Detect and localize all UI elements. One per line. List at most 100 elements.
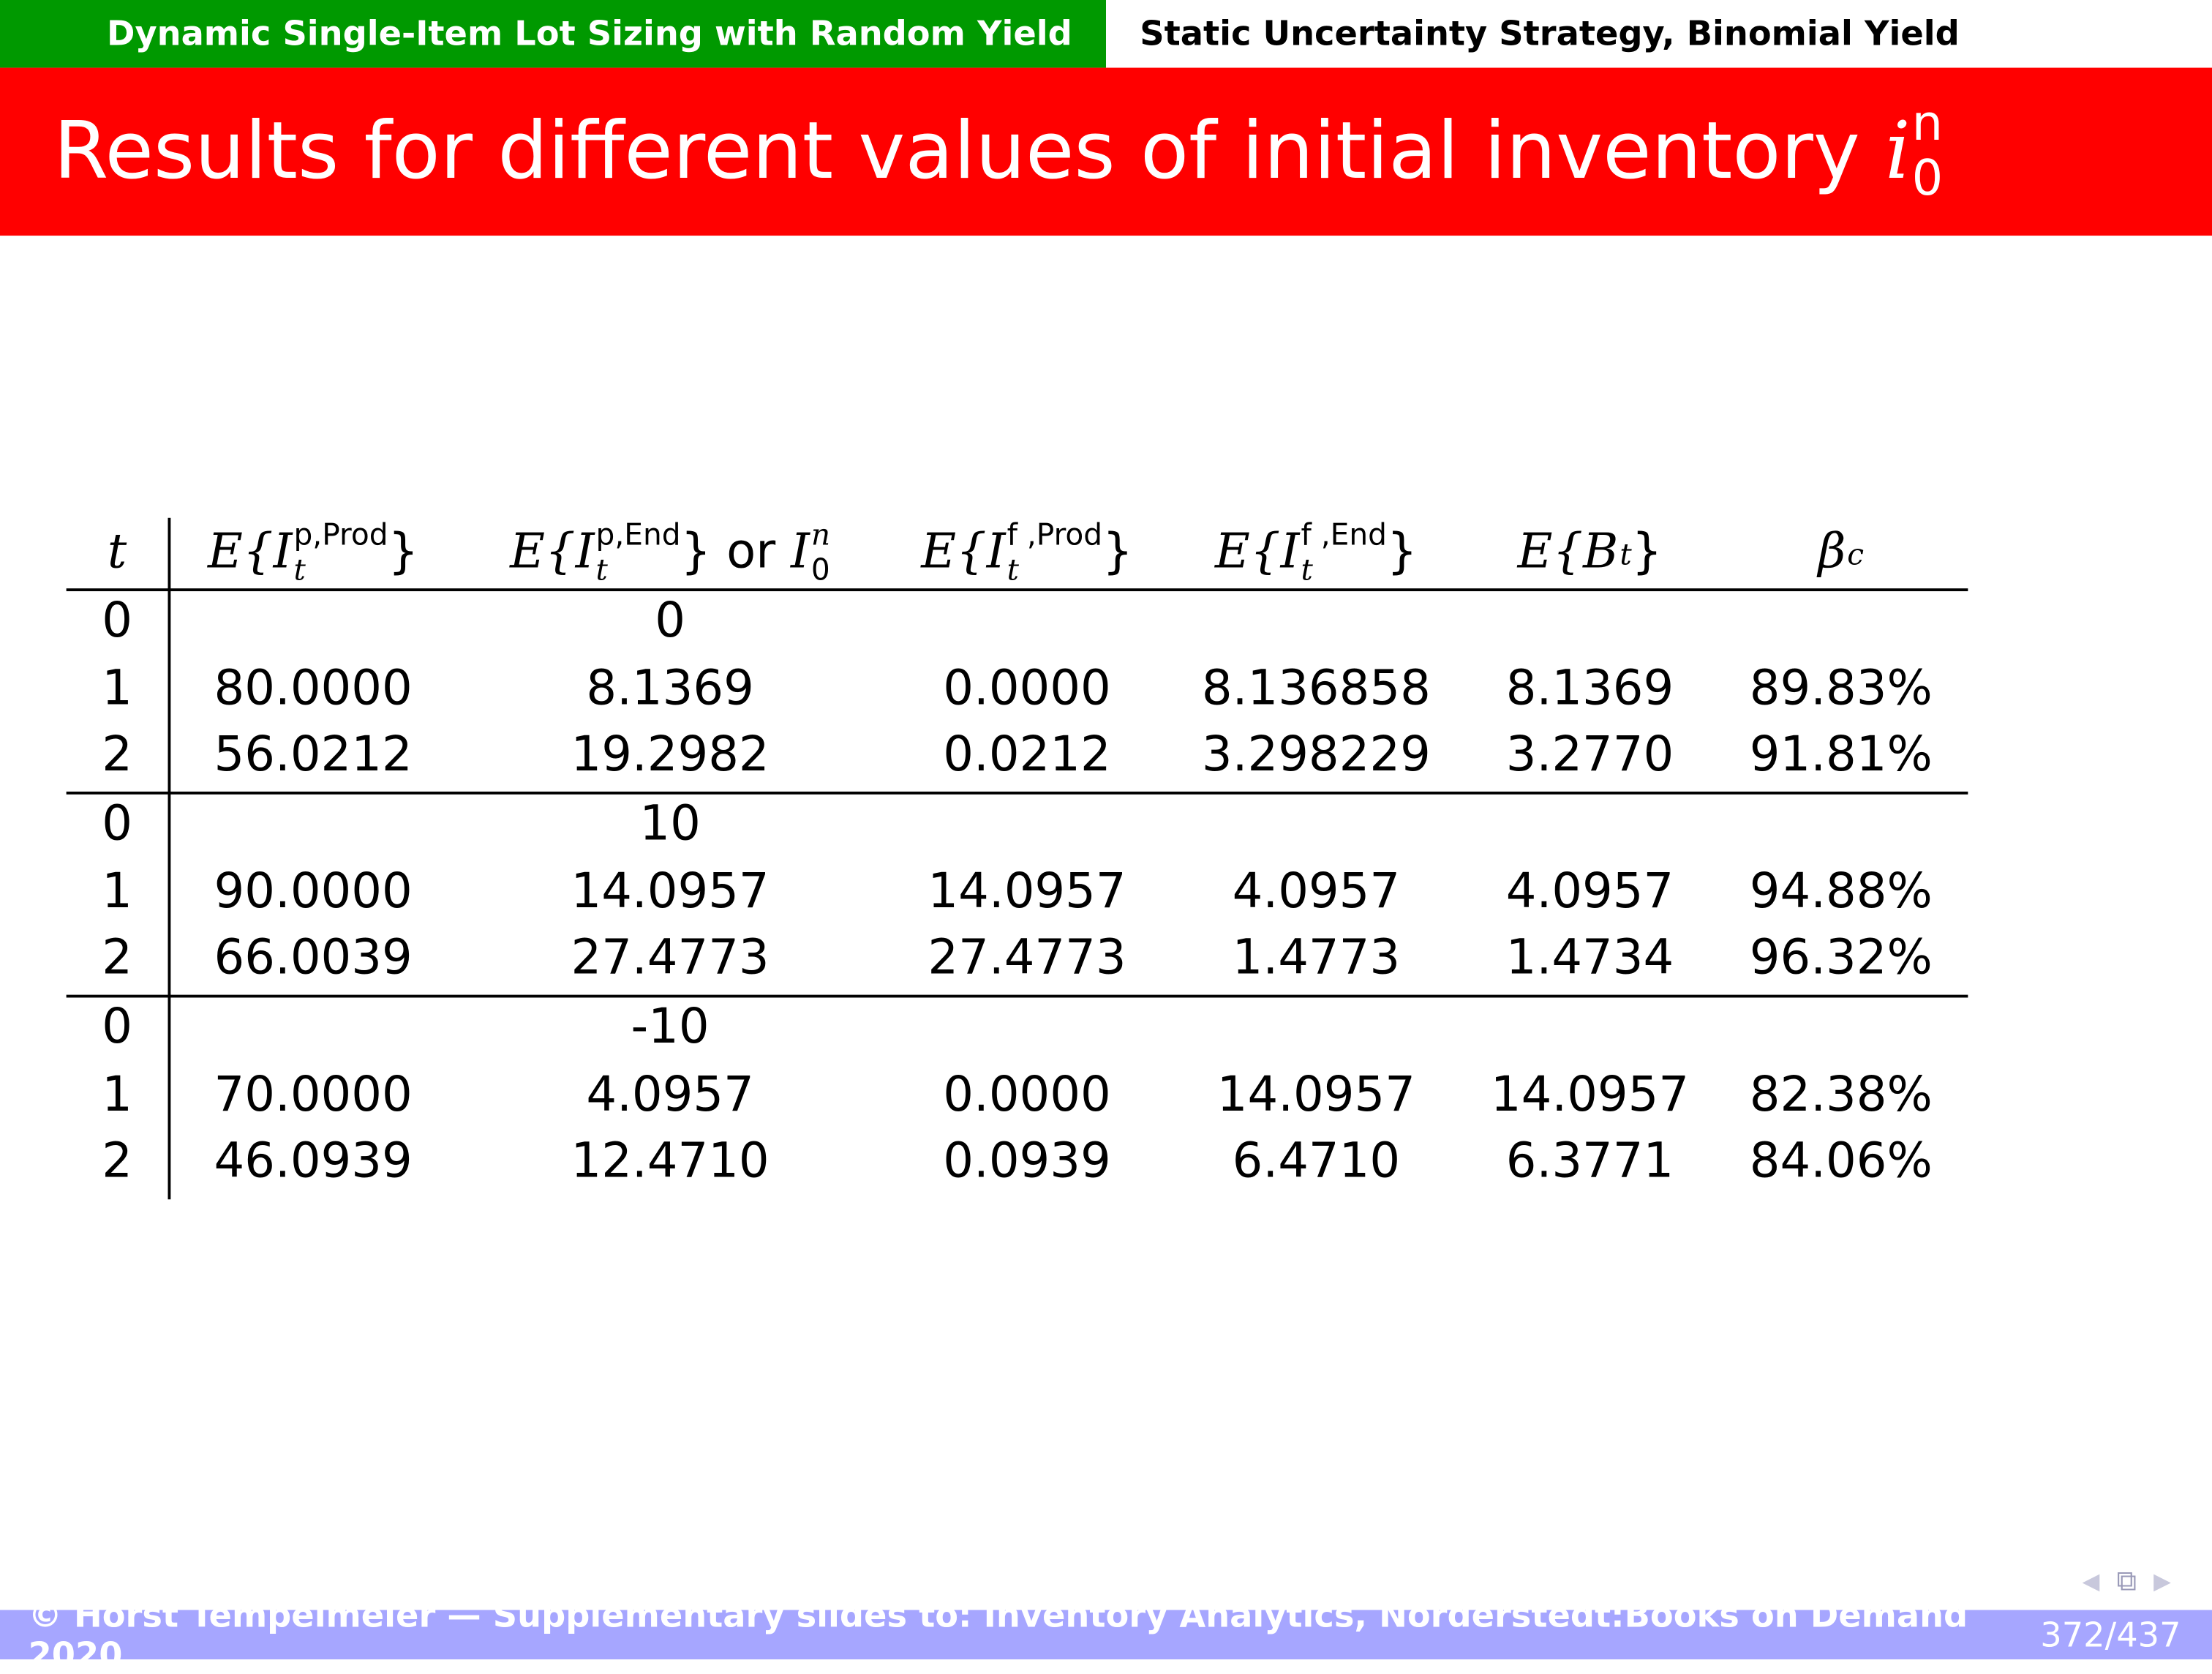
table-cell: 1 (102, 863, 132, 920)
table-cell: 1.4773 (1232, 929, 1401, 987)
table-cell: 0.0000 (943, 659, 1111, 716)
header-sup: p,End (595, 516, 681, 552)
table-cell: 1 (102, 659, 132, 716)
footer: © Horst Tempelmeier — Supplementary slid… (0, 1595, 2212, 1674)
header-label: t (107, 523, 127, 580)
table-cell: 0.0000 (943, 1066, 1111, 1123)
table-cell: 2 (102, 929, 132, 987)
table-cell: 80.0000 (214, 659, 413, 716)
table-cell: 6.3771 (1505, 1133, 1674, 1190)
header-sup: f ,End (1301, 516, 1387, 552)
header-base: I (1280, 523, 1300, 580)
table-cell: 19.2982 (571, 727, 770, 784)
table-cell: 14.0957 (928, 863, 1126, 920)
beamer-navigation: ◀ ⧉ ▶ (2083, 1564, 2171, 1597)
table-cell: 0.0212 (943, 727, 1111, 784)
table-cell: 82.38% (1749, 1066, 1933, 1123)
header-script: c (1847, 536, 1865, 572)
table-cell: 14.0957 (1490, 1066, 1690, 1123)
header-pre: E{ (1215, 523, 1281, 580)
header-base: I (575, 523, 595, 580)
table-horizontal-rule (66, 791, 1968, 795)
header-pre: E{ (208, 523, 274, 580)
table-cell: 94.88% (1749, 863, 1933, 920)
table-cell: 27.4773 (928, 929, 1126, 987)
table-cell: 4.0957 (1232, 863, 1401, 920)
table-cell: 46.0939 (214, 1133, 413, 1190)
table-cell: 1.4734 (1505, 929, 1674, 987)
header-script: f ,End t (1301, 516, 1387, 584)
header-sub: t (293, 552, 306, 588)
frame-icon[interactable]: ⧉ (2116, 1563, 2137, 1598)
header-post: } (1631, 523, 1663, 580)
header-section[interactable]: Dynamic Single-Item Lot Sizing with Rand… (0, 0, 1106, 68)
header-post: } or (680, 523, 791, 580)
table-cell: 3.298229 (1201, 727, 1431, 784)
header-subsection[interactable]: Static Uncertainty Strategy, Binomial Yi… (1105, 0, 2212, 68)
initial-inventory: 10 (639, 795, 701, 852)
next-arrow-icon[interactable]: ▶ (2153, 1566, 2171, 1594)
table-cell: 56.0212 (214, 727, 413, 784)
table-cell: 2 (102, 1133, 132, 1190)
table-cell: 4.0957 (1505, 863, 1674, 920)
header-script: f ,Prod t (1007, 519, 1102, 584)
header-sub: t (1301, 552, 1313, 588)
row-t0: 0 (102, 999, 132, 1056)
title-sub: 0 (1911, 150, 1944, 207)
table-cell: 1 (102, 1066, 132, 1123)
table-cell: 89.83% (1749, 659, 1933, 716)
table-cell: 6.4710 (1232, 1133, 1401, 1190)
prev-arrow-icon[interactable]: ◀ (2082, 1566, 2100, 1594)
table-vertical-rule (168, 517, 171, 1200)
table-cell: 14.0957 (571, 863, 770, 920)
header-script: p,End t (595, 516, 681, 584)
header-post: } (388, 523, 419, 580)
table-cell: 91.81% (1749, 727, 1933, 784)
table-cell: 70.0000 (214, 1066, 413, 1123)
header-base: I (273, 523, 293, 580)
header-post: } (1102, 523, 1133, 580)
header-pre: E{ (1517, 523, 1584, 580)
table-cell: 27.4773 (571, 929, 770, 987)
row-t0: 0 (102, 795, 132, 852)
footer-copyright: © Horst Tempelmeier — Supplementary slid… (28, 1595, 1968, 1674)
table-horizontal-rule (66, 588, 1968, 592)
initial-inventory: 0 (655, 592, 685, 650)
header-base: β (1818, 523, 1846, 580)
header-post: } (1386, 523, 1418, 580)
table-cell: 2 (102, 727, 132, 784)
header-script: t (1620, 536, 1632, 572)
table-cell: 8.1369 (1505, 659, 1674, 716)
header-sub: t (1620, 536, 1632, 572)
table-cell: 14.0957 (1216, 1066, 1415, 1123)
table-cell: 96.32% (1749, 929, 1933, 987)
table-header-0: t (108, 517, 127, 587)
header-sub: t (1007, 552, 1019, 588)
slide-title: Results for different values of initial … (0, 67, 2212, 236)
page-number: 372/437 (2040, 1615, 2181, 1655)
header-pre: E{ (510, 523, 576, 580)
table-cell: 66.0039 (214, 929, 413, 987)
header-sub: t (595, 552, 608, 588)
header-sub2: 0 (810, 552, 830, 588)
header-base2: I (791, 523, 810, 580)
header-base: B (1583, 523, 1619, 580)
table-cell: 8.136858 (1201, 659, 1431, 716)
table-cell: 8.1369 (586, 659, 754, 716)
table-cell: 0.0939 (943, 1133, 1111, 1190)
title-sup: n (1911, 95, 1944, 152)
table-cell: 84.06% (1749, 1133, 1933, 1190)
header-base: I (986, 523, 1006, 580)
header-sub: c (1847, 536, 1865, 572)
table-cell: 12.4710 (571, 1133, 770, 1190)
row-t0: 0 (102, 592, 132, 650)
table-horizontal-rule (66, 994, 1968, 998)
